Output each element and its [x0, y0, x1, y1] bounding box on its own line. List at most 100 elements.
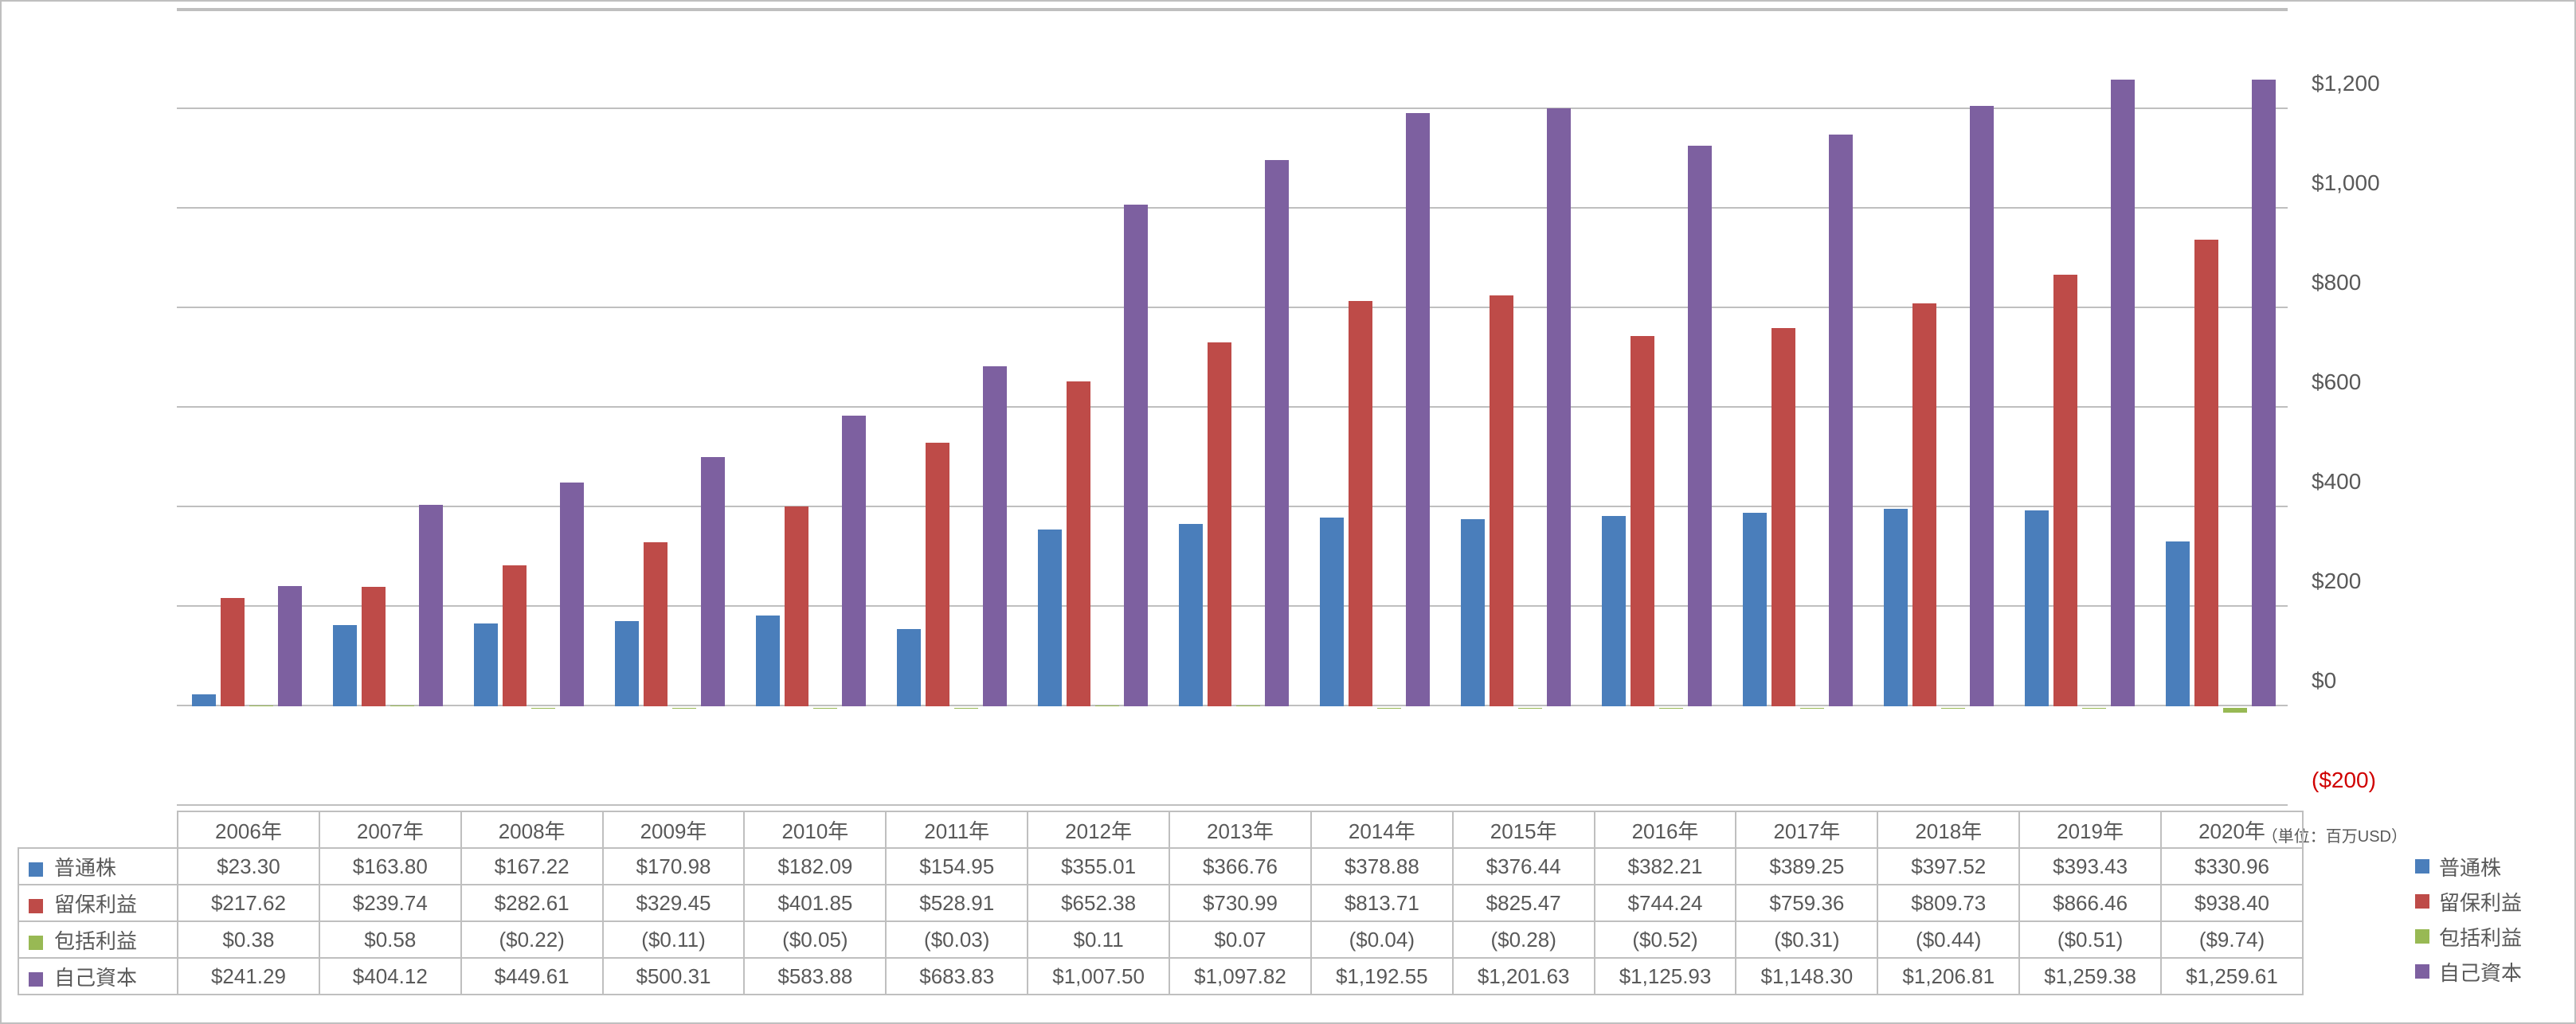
legend-item-equity: 自己資本	[2415, 954, 2558, 989]
table-cell: $730.99	[1169, 885, 1311, 921]
table-column-header: 2006年	[178, 811, 319, 848]
bar-retained_earnings	[1490, 295, 1513, 706]
table-cell: $239.74	[319, 885, 461, 921]
bar-equity	[1406, 113, 1430, 706]
table-cell: $182.09	[744, 848, 886, 885]
table-cell: $389.25	[1736, 848, 1877, 885]
table-row: 包括利益$0.38$0.58($0.22)($0.11)($0.05)($0.0…	[18, 921, 2303, 958]
table-cell: $397.52	[1877, 848, 2019, 885]
table-row-header-equity: 自己資本	[18, 958, 178, 995]
table-cell: $23.30	[178, 848, 319, 885]
bar-equity	[701, 457, 725, 706]
table-cell: $382.21	[1595, 848, 1736, 885]
bar-common_stock	[1602, 516, 1626, 706]
legend-label: 留保利益	[2439, 887, 2522, 917]
gridline	[177, 8, 2288, 10]
y-tick-label: $1,200	[2312, 71, 2407, 96]
table-column-header: 2009年	[603, 811, 745, 848]
table-column-header: 2018年	[1877, 811, 2019, 848]
bar-comprehensive_income	[1236, 705, 1260, 706]
table-cell: $393.43	[2019, 848, 2161, 885]
table-cell: $282.61	[461, 885, 603, 921]
table-column-header: 2007年	[319, 811, 461, 848]
table-cell: ($0.05)	[744, 921, 886, 958]
y-tick-label: $0	[2312, 668, 2407, 694]
legend-item-common_stock: 普通株	[2415, 849, 2558, 884]
bar-common_stock	[2025, 510, 2049, 706]
table-column-header: 2016年	[1595, 811, 1736, 848]
table-row: 普通株$23.30$163.80$167.22$170.98$182.09$15…	[18, 848, 2303, 885]
bar-comprehensive_income	[531, 708, 555, 709]
category-group	[1023, 11, 1164, 806]
bar-equity	[2252, 80, 2276, 706]
legend-swatch	[2415, 894, 2429, 909]
bar-equity	[278, 586, 302, 706]
table-cell: ($9.74)	[2161, 921, 2303, 958]
table-cell: $355.01	[1028, 848, 1169, 885]
bar-equity	[1829, 135, 1853, 706]
table-cell: ($0.28)	[1453, 921, 1595, 958]
bar-comprehensive_income	[2082, 708, 2106, 709]
table-cell: ($0.11)	[603, 921, 745, 958]
category-group	[1445, 11, 1586, 806]
table-cell: $500.31	[603, 958, 745, 995]
table-cell: $217.62	[178, 885, 319, 921]
bar-retained_earnings	[1349, 301, 1372, 706]
bar-equity	[560, 483, 584, 706]
table-cell: $1,259.61	[2161, 958, 2303, 995]
category-group	[1586, 11, 1727, 806]
table-column-header: 2015年	[1453, 811, 1595, 848]
chart-container: $1,400$1,200$1,000$800$600$400$200$0($20…	[0, 0, 2576, 1024]
table-cell: $813.71	[1311, 885, 1453, 921]
bar-comprehensive_income	[954, 708, 978, 709]
bar-retained_earnings	[1208, 342, 1231, 706]
bar-common_stock	[1884, 509, 1908, 706]
y-tick-label: $400	[2312, 469, 2407, 494]
category-group	[1304, 11, 1445, 806]
table-cell: $759.36	[1736, 885, 1877, 921]
table-cell: $683.83	[886, 958, 1028, 995]
category-group	[1727, 11, 1868, 806]
category-group	[600, 11, 741, 806]
table-cell: $170.98	[603, 848, 745, 885]
row-swatch	[29, 862, 43, 877]
table-cell: $366.76	[1169, 848, 1311, 885]
table-cell: ($0.51)	[2019, 921, 2161, 958]
table-cell: ($0.03)	[886, 921, 1028, 958]
bar-common_stock	[192, 694, 216, 706]
bar-retained_earnings	[2194, 240, 2218, 707]
table-cell: $1,206.81	[1877, 958, 2019, 995]
bar-comprehensive_income	[1941, 708, 1965, 709]
table-cell: $330.96	[2161, 848, 2303, 885]
bar-retained_earnings	[644, 542, 667, 706]
table-column-header: 2019年	[2019, 811, 2161, 848]
bar-common_stock	[615, 621, 639, 706]
table-cell: ($0.52)	[1595, 921, 1736, 958]
bar-common_stock	[333, 625, 357, 706]
y-axis: $1,400$1,200$1,000$800$600$400$200$0($20…	[2312, 10, 2407, 806]
table-cell: $0.38	[178, 921, 319, 958]
plot-area	[177, 10, 2288, 806]
table-cell: $163.80	[319, 848, 461, 885]
bar-equity	[1970, 106, 1994, 706]
table-cell: ($0.44)	[1877, 921, 2019, 958]
data-table: 2006年2007年2008年2009年2010年2011年2012年2013年…	[18, 811, 2304, 995]
bar-retained_earnings	[362, 587, 386, 706]
bar-comprehensive_income	[249, 705, 273, 706]
bar-equity	[983, 366, 1007, 706]
bar-comprehensive_income	[1800, 708, 1824, 709]
table-cell: $652.38	[1028, 885, 1169, 921]
bar-retained_earnings	[1067, 381, 1090, 706]
table-cell: $404.12	[319, 958, 461, 995]
row-label: 普通株	[54, 856, 116, 880]
bar-common_stock	[756, 616, 780, 706]
category-group	[741, 11, 882, 806]
legend-swatch	[2415, 929, 2429, 944]
bar-equity	[2111, 80, 2135, 706]
bar-equity	[419, 505, 443, 706]
table-header-row: 2006年2007年2008年2009年2010年2011年2012年2013年…	[18, 811, 2303, 848]
category-group	[2009, 11, 2150, 806]
table-row: 留保利益$217.62$239.74$282.61$329.45$401.85$…	[18, 885, 2303, 921]
category-group	[2150, 11, 2291, 806]
table-row: 自己資本$241.29$404.12$449.61$500.31$583.88$…	[18, 958, 2303, 995]
